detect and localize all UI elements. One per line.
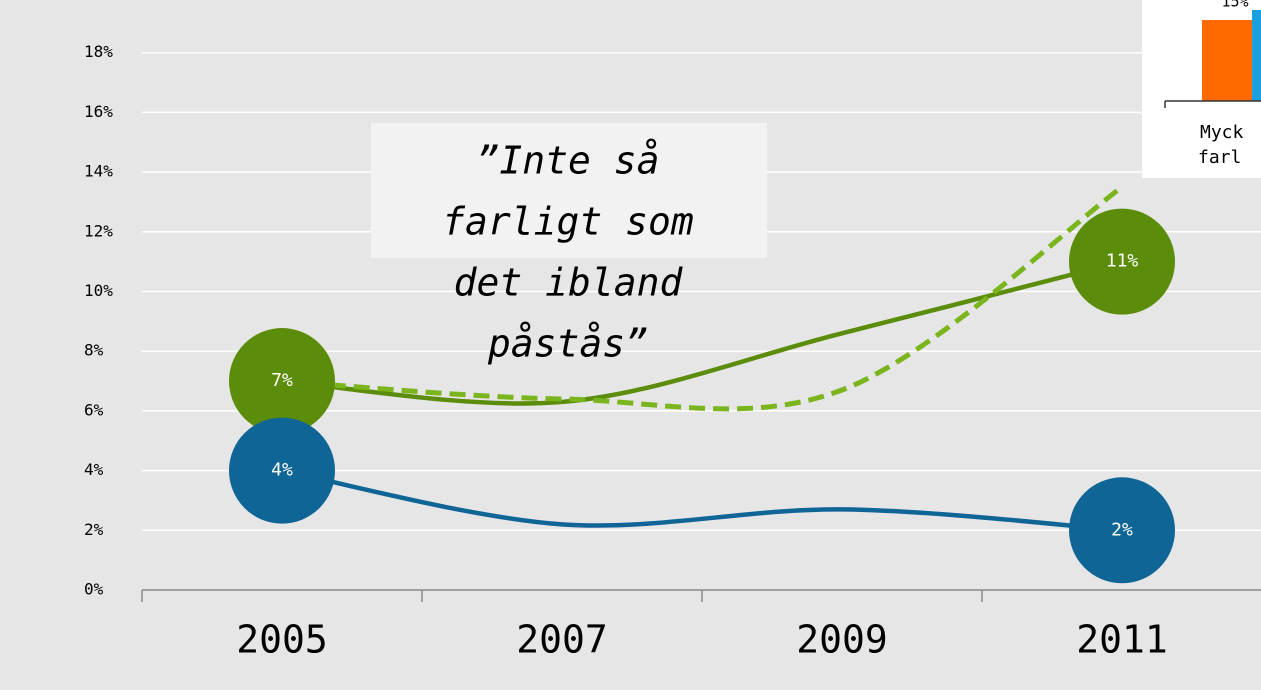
inset-bar xyxy=(1252,10,1261,101)
y-tick-label: 0% xyxy=(84,580,104,599)
annotation-line: påstås” xyxy=(487,322,648,366)
y-tick-label: 14% xyxy=(84,162,113,181)
annotation-line: ”Inte så xyxy=(476,139,659,183)
y-tick-label: 4% xyxy=(84,460,104,479)
series-line xyxy=(281,468,1123,533)
inset-value-label: 15% xyxy=(1221,0,1248,11)
y-tick-label: 10% xyxy=(84,281,113,300)
inset-bar xyxy=(1202,20,1252,101)
annotation-box xyxy=(371,123,767,258)
series-line xyxy=(281,259,1123,406)
y-tick-label: 16% xyxy=(84,102,113,121)
x-tick-label: 2011 xyxy=(1076,618,1168,662)
y-tick-label: 18% xyxy=(84,42,113,61)
x-tick-label: 2005 xyxy=(236,618,328,662)
value-bubble xyxy=(229,328,335,435)
y-tick-label: 12% xyxy=(84,221,113,240)
value-bubble xyxy=(1069,208,1175,315)
annotation-line: farligt som xyxy=(442,200,694,244)
value-label: 2% xyxy=(1111,519,1133,540)
annotation-line: det ibland xyxy=(454,261,684,305)
annotation: ”Inte så farligt som det ibland påstås” xyxy=(442,139,694,366)
inset-category: Myck xyxy=(1200,122,1244,143)
value-bubble xyxy=(1069,477,1175,584)
inset-chart: 15% Myck farl xyxy=(1142,0,1261,178)
value-label: 11% xyxy=(1106,251,1139,272)
series-line xyxy=(281,185,1124,412)
y-tick-label: 8% xyxy=(84,341,104,360)
bottom-strip xyxy=(0,690,1261,697)
value-label: 7% xyxy=(271,370,293,391)
value-bubble xyxy=(229,417,335,524)
value-label: 4% xyxy=(271,460,293,481)
x-tick-label: 2009 xyxy=(796,618,888,662)
plot: 7% 11% 4% 2% xyxy=(229,185,1175,584)
x-tick-label: 2007 xyxy=(516,618,608,662)
y-tick-label: 20% xyxy=(84,0,113,2)
y-tick-label: 2% xyxy=(84,520,104,539)
y-tick-label: 6% xyxy=(84,400,104,419)
inset-category: farl xyxy=(1198,147,1241,168)
